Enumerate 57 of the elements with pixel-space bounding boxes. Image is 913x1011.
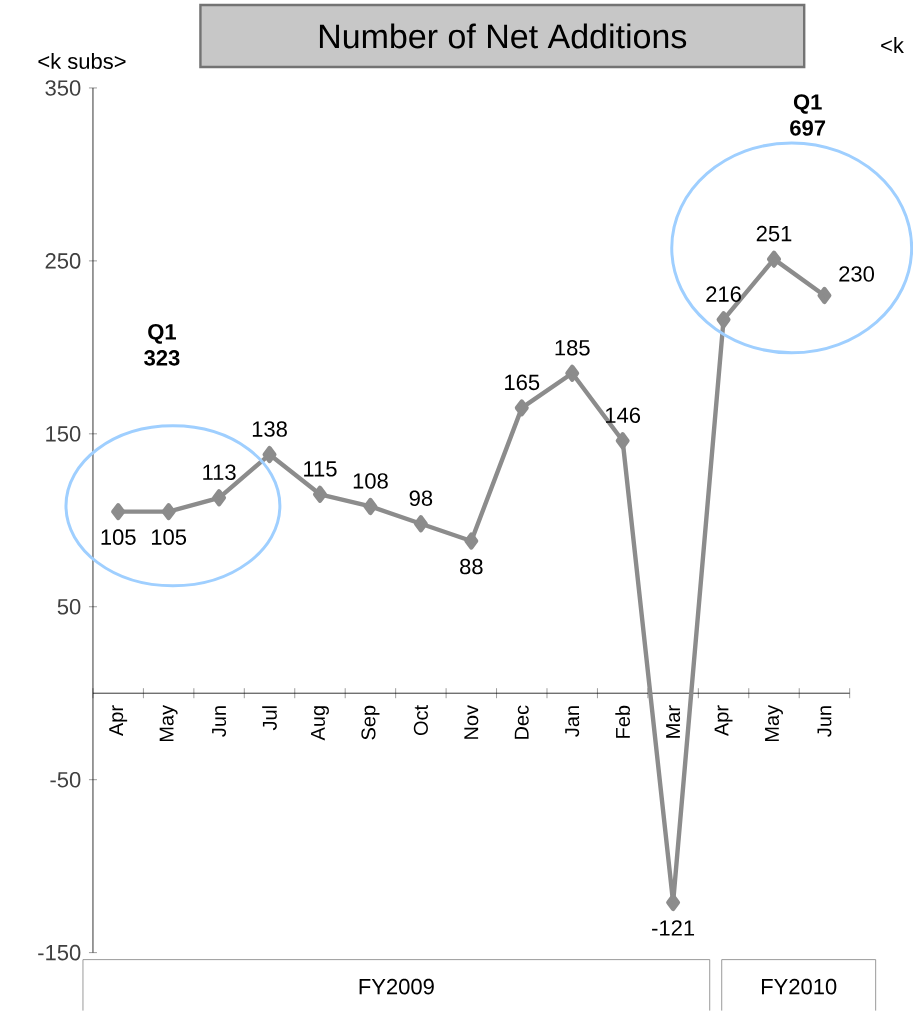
data-label: 185 — [555, 339, 590, 356]
x-tick-label: Dec — [514, 705, 529, 739]
data-label: 230 — [839, 266, 874, 282]
y-tick-label: -150 — [38, 944, 81, 961]
data-label: 105 — [151, 529, 186, 545]
data-label: 105 — [101, 529, 136, 545]
text: FY2010 — [761, 978, 837, 995]
y-tick-label: -50 — [50, 771, 81, 788]
x-tick-label: Apr — [714, 705, 733, 737]
x-tick-label: May — [765, 704, 783, 742]
y-tick-label: 150 — [46, 426, 81, 442]
x-tick-label: Apr — [109, 705, 128, 737]
point — [464, 532, 479, 550]
x-tick-label: Oct — [413, 705, 428, 736]
point — [262, 445, 277, 464]
data-label: 88 — [460, 558, 483, 575]
data-label: 113 — [203, 464, 236, 481]
x-tick-label: Sep — [361, 705, 380, 740]
x-tick-label: Mar — [666, 705, 681, 738]
data-label: 251 — [756, 225, 792, 242]
point — [716, 311, 731, 329]
point — [312, 485, 327, 503]
annotation: Q1 323 — [144, 324, 180, 366]
data-label: 108 — [353, 473, 388, 489]
point — [212, 489, 227, 507]
y-tick-label: 350 — [45, 80, 81, 96]
data-label: 165 — [505, 374, 540, 391]
data-label: 98 — [409, 490, 433, 507]
text: <k subs> — [38, 52, 126, 70]
x-tick-label: Aug — [310, 706, 329, 741]
y-tick-label: 50 — [57, 598, 81, 615]
point — [514, 399, 529, 417]
x-tick-label: May — [159, 704, 178, 742]
text: <k — [881, 37, 904, 53]
point — [615, 432, 630, 450]
point — [565, 364, 580, 382]
y-tick-label: 250 — [45, 253, 81, 269]
data-label: 115 — [304, 461, 337, 477]
point — [766, 250, 781, 268]
data-label: 146 — [605, 407, 640, 424]
chart-title: Number of Net Additions — [319, 23, 687, 49]
text: FY2009 — [359, 978, 434, 995]
point — [161, 503, 176, 521]
x-tick-label: Nov — [464, 705, 479, 739]
point — [363, 497, 378, 516]
point — [111, 503, 126, 521]
data-label: 138 — [252, 421, 287, 437]
data-label: 216 — [706, 286, 741, 302]
point — [817, 286, 832, 305]
x-tick-label: Jun — [212, 706, 226, 737]
x-tick-label: Jun — [817, 706, 832, 737]
data-label: -121 — [652, 920, 694, 936]
annotation: Q1 697 — [790, 94, 826, 136]
point — [413, 515, 428, 533]
x-tick-label: Jan — [565, 706, 580, 737]
x-tick-label: Feb — [615, 705, 630, 738]
x-tick-label: Jul — [262, 706, 277, 731]
